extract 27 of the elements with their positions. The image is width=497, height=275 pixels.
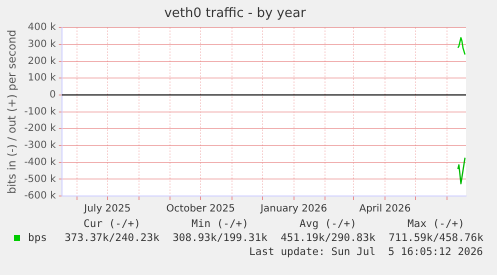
- text: Max (-/+): [406, 218, 466, 230]
- y-tick-label: -300 k: [24, 140, 56, 152]
- y-tick-label: 300 k: [28, 39, 56, 50]
- x-tick-label: October 2025: [166, 204, 235, 215]
- y-tick-label: -100 k: [24, 106, 56, 118]
- text: Min (-/+): [190, 218, 250, 230]
- text: Avg (-/+): [298, 218, 358, 230]
- y-axis-title: bits in (-) / out (+) per second: [5, 30, 18, 194]
- text: 373.37k/240.23k: [64, 232, 160, 244]
- text: Last update: Sun Jul 5 16:05:12 2026: [248, 246, 483, 259]
- y-tick-label: 200 k: [28, 56, 56, 67]
- y-tick-label: 100 k: [28, 72, 56, 84]
- y-tick-label: -400 k: [24, 156, 56, 168]
- x-tick-label: April 2026: [359, 204, 411, 215]
- x-tick-label: January 2026: [260, 204, 328, 215]
- y-tick-label: -600 k: [24, 190, 56, 202]
- text: 711.59k/458.76k: [388, 232, 484, 244]
- legend-label: bps: [28, 232, 47, 244]
- x-tick-label: July 2025: [83, 204, 131, 215]
- y-tick-label: 400 k: [28, 22, 56, 34]
- y-tick-label: -200 k: [24, 123, 56, 134]
- chart-title: veth0 traffic - by year: [164, 6, 306, 22]
- text: 308.93k/199.31k: [172, 232, 268, 244]
- y-tick-label: 0: [49, 90, 56, 101]
- text: 451.19k/290.83k: [280, 232, 376, 244]
- y-tick-label: -500 k: [24, 174, 56, 185]
- text: Cur (-/+): [82, 218, 142, 230]
